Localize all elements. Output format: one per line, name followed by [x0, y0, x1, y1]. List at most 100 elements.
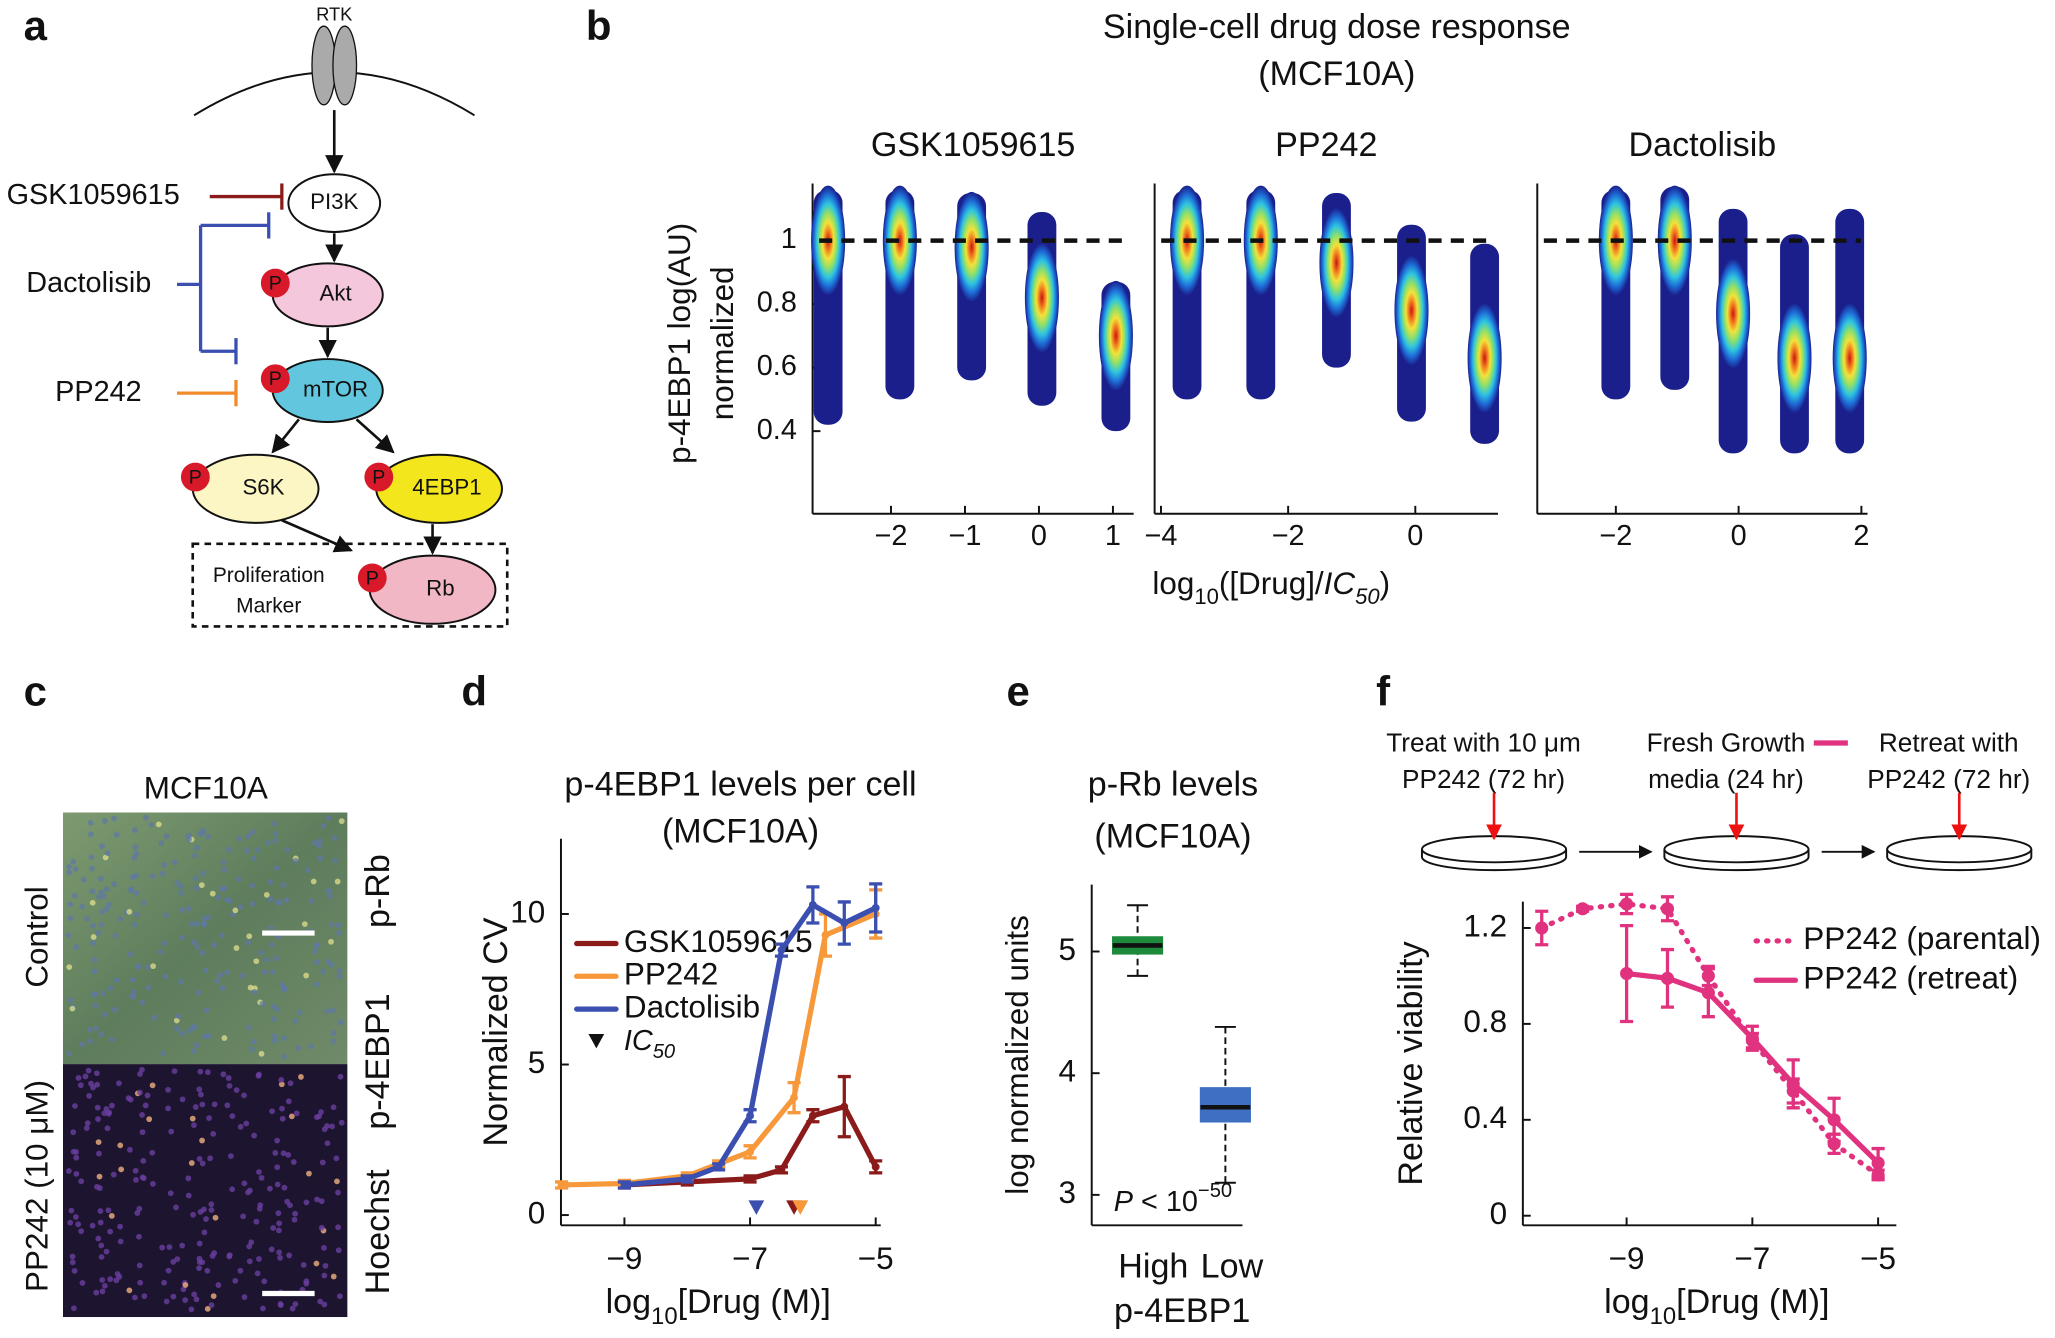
x-tick-label: −5 — [858, 1241, 894, 1276]
nucleus — [174, 880, 181, 886]
nucleus — [337, 1019, 344, 1026]
box-label: Proliferation — [213, 564, 325, 587]
nucleus — [277, 1254, 283, 1261]
nucleus — [336, 930, 342, 936]
nucleus — [141, 1293, 148, 1300]
nucleus — [98, 921, 105, 928]
data-point — [840, 1102, 849, 1111]
nucleus — [133, 911, 140, 918]
y-axis-label: Normalized CV — [477, 917, 515, 1146]
drug-label: Dactolisib — [26, 267, 151, 299]
legend-label: IC50 — [624, 1024, 676, 1063]
nucleus — [304, 867, 311, 873]
nucleus — [336, 968, 343, 974]
nucleus — [312, 948, 318, 955]
nucleus — [329, 1123, 335, 1130]
nucleus — [292, 1018, 299, 1024]
legend-label: PP242 (parental) — [1803, 921, 2041, 956]
nucleus — [246, 1024, 252, 1031]
nucleus — [261, 1278, 268, 1285]
nucleus — [314, 942, 321, 949]
nucleus — [217, 972, 224, 978]
nucleus — [88, 865, 95, 872]
phospho — [357, 563, 387, 593]
data-point — [790, 1093, 798, 1102]
nucleus — [205, 1069, 211, 1076]
nucleus — [201, 1229, 208, 1236]
x-tick-label: 2 — [1853, 520, 1869, 552]
nucleus — [99, 1288, 106, 1295]
nucleus — [202, 967, 209, 974]
nucleus — [117, 915, 123, 922]
nucleus — [150, 1180, 156, 1187]
nucleus — [316, 843, 322, 849]
nucleus — [264, 839, 271, 846]
nucleus — [241, 1092, 247, 1099]
inhibition — [176, 223, 269, 353]
nucleus — [69, 1005, 76, 1012]
nucleus — [132, 844, 139, 851]
nucleus — [279, 1115, 286, 1122]
nucleus — [92, 1002, 99, 1009]
node-label: Rb — [426, 576, 454, 601]
nucleus — [93, 1025, 99, 1032]
nucleus — [87, 1038, 93, 1044]
nucleus — [269, 1108, 275, 1115]
protocol-label: PP242 (72 hr) — [1867, 764, 2030, 794]
chart-title: p-4EBP1 levels per cell — [564, 765, 916, 803]
data-point — [746, 1175, 754, 1183]
nucleus — [133, 889, 140, 896]
nucleus — [80, 876, 87, 883]
nucleus — [117, 1238, 124, 1245]
nucleus — [98, 1254, 105, 1260]
nucleus — [91, 957, 98, 963]
receptor — [311, 25, 337, 106]
nucleus — [90, 922, 97, 929]
nucleus — [110, 1171, 117, 1178]
nucleus — [260, 1305, 266, 1312]
data-point — [871, 1162, 880, 1171]
nucleus — [332, 857, 339, 864]
phospho-label: P — [269, 273, 282, 295]
nucleus — [179, 1242, 186, 1249]
nucleus — [111, 1006, 118, 1013]
x-tick-label: High — [1118, 1248, 1188, 1286]
nucleus — [103, 1106, 110, 1112]
nucleus — [89, 899, 96, 906]
nucleus — [253, 958, 260, 965]
nucleus — [188, 1306, 195, 1313]
nucleus — [237, 1267, 244, 1274]
nucleus — [173, 1204, 179, 1211]
nucleus — [227, 1153, 234, 1159]
nucleus — [96, 1185, 103, 1191]
nucleus — [306, 1170, 312, 1177]
nucleus — [196, 1240, 203, 1247]
nucleus — [118, 1166, 125, 1173]
nucleus — [321, 1301, 328, 1308]
nucleus — [104, 850, 111, 857]
nucleus — [136, 1233, 142, 1240]
chart-subtitle: (MCF10A) — [1258, 55, 1415, 93]
nucleus — [88, 831, 94, 838]
x-axis-label-part: [Drug (M)] — [678, 1283, 831, 1321]
data-point — [1827, 1113, 1841, 1127]
y-tick-label: 10 — [510, 894, 545, 929]
panel-title: PP242 — [1275, 126, 1377, 164]
chart-subtitle: (MCF10A) — [662, 812, 819, 850]
nucleus — [66, 869, 73, 876]
strip-density — [1098, 280, 1133, 391]
nucleus — [137, 1279, 144, 1286]
nucleus — [95, 1116, 101, 1123]
y-tick-label: 4 — [1059, 1054, 1076, 1089]
nucleus — [150, 963, 156, 970]
nucleus — [174, 1256, 181, 1262]
nucleus — [204, 1305, 211, 1312]
nucleus — [157, 949, 164, 955]
nucleus — [246, 1258, 253, 1265]
nucleus — [212, 1214, 219, 1221]
nucleus — [272, 830, 279, 837]
nucleus — [220, 1071, 227, 1078]
nucleus — [273, 865, 280, 871]
nucleus — [243, 1120, 250, 1127]
